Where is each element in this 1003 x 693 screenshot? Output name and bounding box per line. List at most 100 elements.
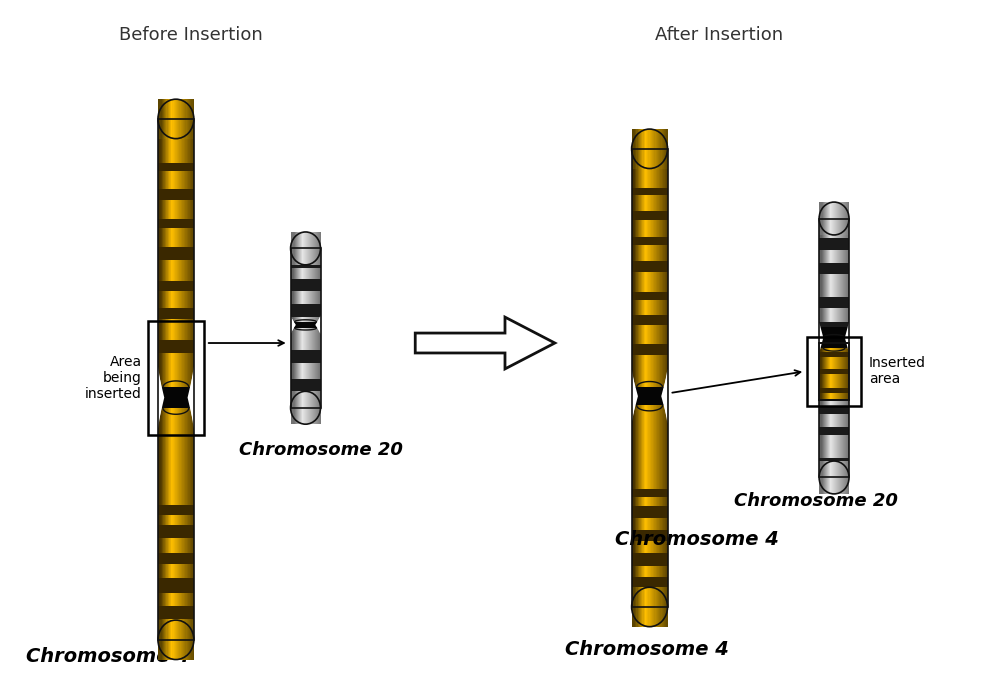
Bar (648, 587, 649, 626)
Bar (631, 292, 667, 300)
Polygon shape (157, 371, 164, 425)
Bar (820, 202, 821, 235)
Bar (823, 202, 824, 235)
Bar (840, 202, 841, 235)
Bar (661, 587, 662, 626)
Bar (166, 99, 168, 139)
Polygon shape (157, 367, 162, 429)
Bar (818, 388, 849, 393)
Bar (845, 202, 846, 235)
Text: After Insertion: After Insertion (655, 26, 782, 44)
Bar (189, 620, 191, 660)
Bar (310, 392, 311, 424)
Bar (818, 461, 819, 494)
Bar (666, 129, 667, 168)
Bar (161, 620, 162, 660)
Bar (830, 461, 831, 494)
Bar (663, 129, 665, 168)
Bar (186, 620, 187, 660)
Bar (637, 587, 638, 626)
Bar (818, 297, 849, 308)
Bar (315, 392, 316, 424)
Bar (183, 99, 185, 139)
Bar (637, 129, 638, 168)
Bar (302, 392, 304, 424)
Bar (292, 392, 294, 424)
Bar (662, 587, 664, 626)
Bar (651, 129, 653, 168)
Bar (193, 99, 194, 139)
Bar (639, 129, 641, 168)
Bar (835, 461, 837, 494)
Bar (650, 129, 652, 168)
Polygon shape (661, 372, 667, 420)
Bar (631, 506, 667, 518)
Bar (157, 119, 194, 640)
Bar (169, 620, 170, 660)
Bar (654, 129, 655, 168)
Bar (660, 587, 661, 626)
Bar (182, 99, 184, 139)
Bar (164, 99, 166, 139)
Bar (818, 343, 849, 400)
Bar (818, 400, 849, 477)
Bar (846, 461, 847, 494)
Bar (305, 392, 307, 424)
Bar (318, 232, 319, 265)
Bar (308, 392, 309, 424)
Bar (179, 99, 180, 139)
Bar (638, 129, 640, 168)
Text: Chromosome 4: Chromosome 4 (565, 640, 728, 659)
Bar (847, 202, 848, 235)
Bar (183, 620, 185, 660)
Bar (829, 202, 830, 235)
Bar (306, 232, 308, 265)
Bar (662, 129, 664, 168)
Bar (634, 129, 635, 168)
Bar (820, 461, 821, 494)
Bar (185, 620, 186, 660)
Bar (307, 232, 309, 265)
Bar (848, 202, 849, 235)
Bar (631, 489, 667, 497)
Bar (295, 392, 297, 424)
Bar (635, 587, 636, 626)
Bar (844, 461, 845, 494)
Bar (176, 99, 178, 139)
Bar (305, 232, 307, 265)
Bar (819, 461, 820, 494)
Bar (315, 232, 316, 265)
Bar (641, 129, 642, 168)
Bar (631, 237, 667, 245)
Bar (314, 232, 315, 265)
Bar (188, 99, 190, 139)
Bar (818, 369, 849, 374)
Bar (844, 202, 845, 235)
Bar (666, 587, 667, 626)
Bar (312, 232, 313, 265)
Bar (806, 337, 861, 406)
Bar (833, 202, 834, 235)
Bar (664, 587, 666, 626)
Bar (311, 232, 312, 265)
Bar (173, 99, 174, 139)
Bar (631, 553, 667, 565)
Bar (841, 202, 842, 235)
Bar (660, 129, 661, 168)
Bar (632, 587, 634, 626)
Bar (290, 351, 320, 363)
Text: Chromosome 4: Chromosome 4 (614, 530, 777, 550)
Bar (171, 620, 173, 660)
Bar (301, 232, 303, 265)
Bar (632, 129, 634, 168)
Bar (193, 620, 194, 660)
Bar (631, 129, 633, 168)
Bar (818, 406, 849, 414)
Bar (177, 620, 179, 660)
Bar (173, 620, 174, 660)
Bar (642, 587, 643, 626)
Bar (180, 620, 181, 660)
Bar (832, 461, 833, 494)
Bar (147, 321, 204, 435)
Bar (290, 322, 320, 328)
